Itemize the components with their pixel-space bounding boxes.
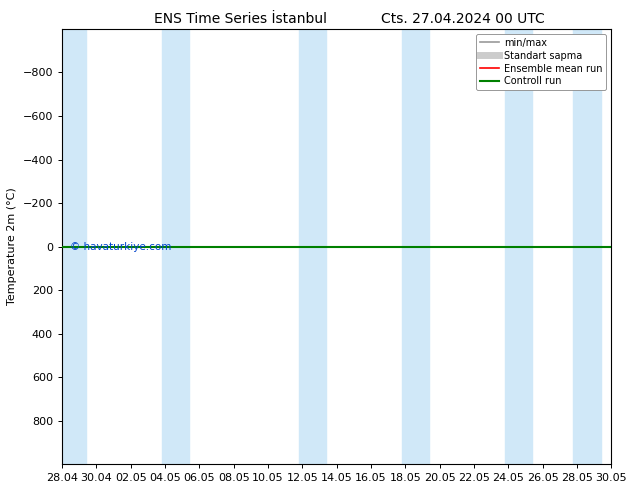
Bar — [574, 29, 601, 464]
Bar — [299, 29, 327, 464]
Legend: min/max, Standart sapma, Ensemble mean run, Controll run: min/max, Standart sapma, Ensemble mean r… — [476, 34, 606, 90]
Text: Cts. 27.04.2024 00 UTC: Cts. 27.04.2024 00 UTC — [381, 12, 545, 26]
Text: ENS Time Series İstanbul: ENS Time Series İstanbul — [155, 12, 327, 26]
Bar — [162, 29, 189, 464]
Text: © havaturkiye.com: © havaturkiye.com — [70, 242, 172, 251]
Bar — [505, 29, 533, 464]
Y-axis label: Temperature 2m (°C): Temperature 2m (°C) — [7, 188, 17, 305]
Bar — [402, 29, 429, 464]
Bar — [62, 29, 86, 464]
